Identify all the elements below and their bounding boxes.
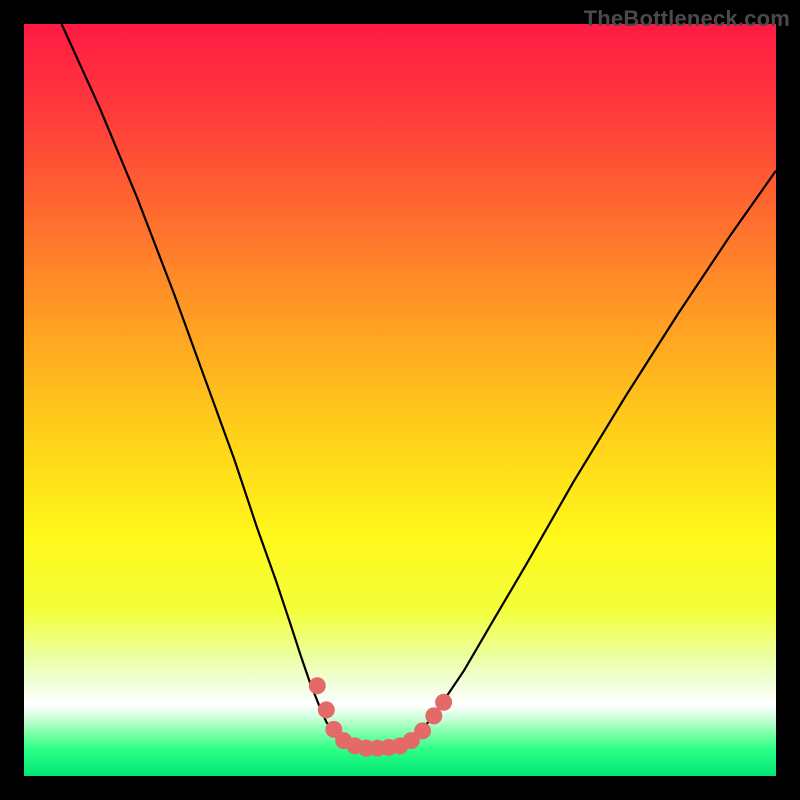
plot-area xyxy=(24,24,776,776)
background-gradient xyxy=(24,24,776,776)
watermark-text: TheBottleneck.com xyxy=(584,6,790,32)
chart-container: TheBottleneck.com xyxy=(0,0,800,800)
